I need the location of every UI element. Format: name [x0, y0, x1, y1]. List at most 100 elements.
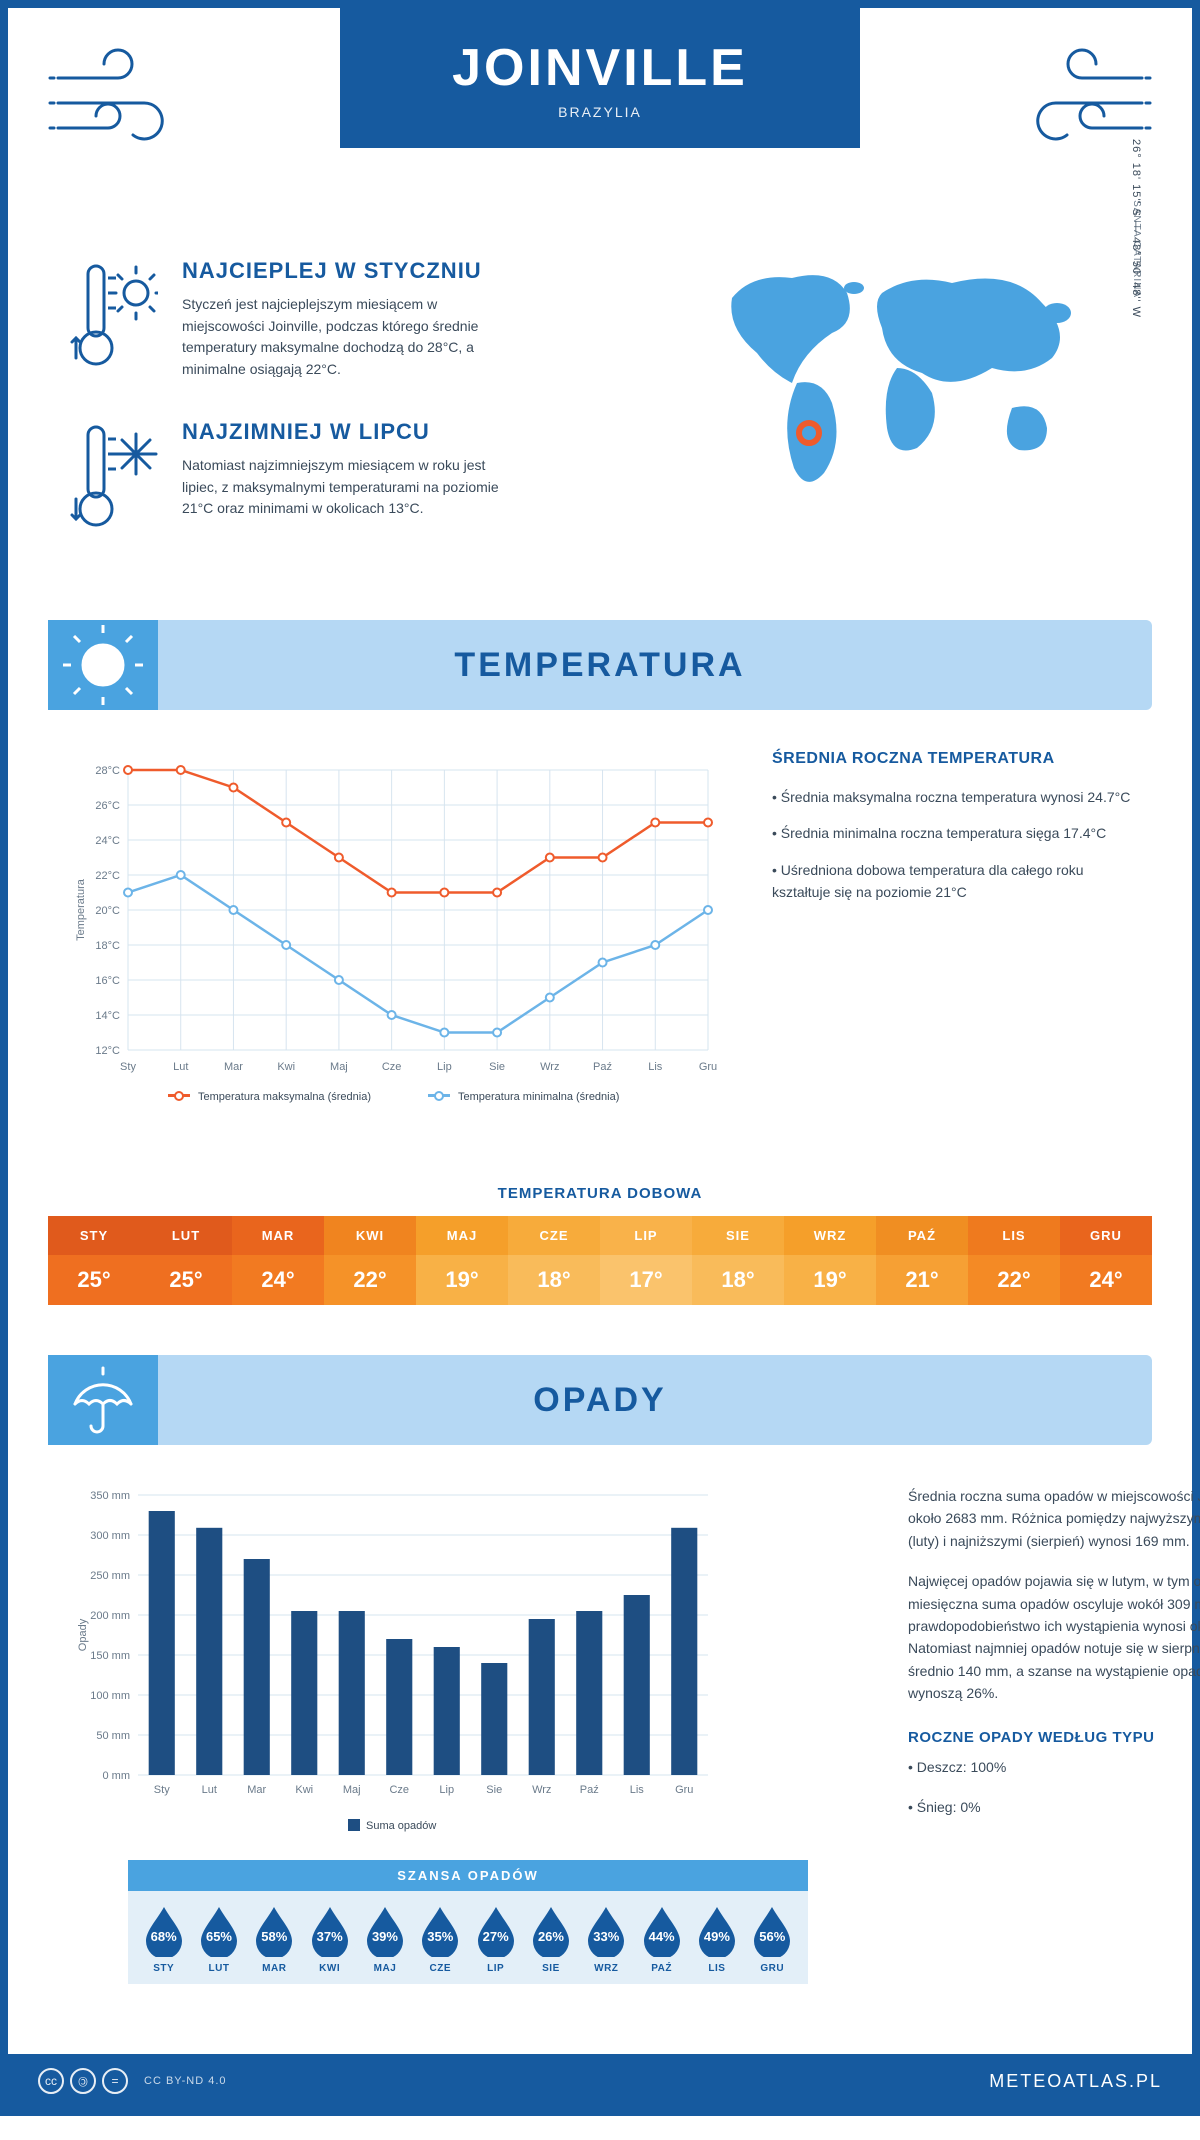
opady-type2: • Śnieg: 0%	[908, 1796, 1200, 1818]
dobowa-head-cell: MAJ	[416, 1216, 508, 1255]
umbrella-icon	[48, 1355, 158, 1445]
header: JOINVILLE BRAZYLIA	[8, 8, 1192, 228]
svg-text:Lis: Lis	[630, 1784, 645, 1796]
hot-text: Styczeń jest najcieplejszym miesiącem w …	[182, 294, 512, 381]
dobowa-head-cell: CZE	[508, 1216, 600, 1255]
title-banner: JOINVILLE BRAZYLIA	[340, 8, 860, 148]
svg-text:24°C: 24°C	[95, 835, 120, 847]
svg-text:Cze: Cze	[382, 1061, 402, 1073]
svg-text:Maj: Maj	[330, 1061, 348, 1073]
temp-summary-title: ŚREDNIA ROCZNA TEMPERATURA	[772, 750, 1132, 768]
section-header-opady: OPADY	[48, 1355, 1152, 1445]
svg-text:Lut: Lut	[202, 1784, 217, 1796]
section-title-opady: OPADY	[533, 1381, 666, 1420]
svg-text:20°C: 20°C	[95, 905, 120, 917]
svg-text:18°C: 18°C	[95, 940, 120, 952]
svg-text:Suma opadów: Suma opadów	[366, 1820, 436, 1832]
svg-text:Kwi: Kwi	[277, 1061, 295, 1073]
dobowa-head-cell: WRZ	[784, 1216, 876, 1255]
svg-text:Wrz: Wrz	[532, 1784, 551, 1796]
cold-fact: NAJZIMNIEJ W LIPCU Natomiast najzimniejs…	[68, 419, 662, 544]
szansa-cell: 39% MAJ	[357, 1905, 412, 1974]
brand: METEOATLAS.PL	[989, 2071, 1162, 2092]
svg-text:Sie: Sie	[489, 1061, 505, 1073]
svg-text:Lut: Lut	[173, 1061, 188, 1073]
dobowa-value-cell: 18°	[508, 1255, 600, 1305]
svg-text:Lip: Lip	[439, 1784, 454, 1796]
temperature-chart: 12°C14°C16°C18°C20°C22°C24°C26°C28°CStyL…	[68, 750, 732, 1135]
svg-text:150 mm: 150 mm	[90, 1650, 130, 1662]
dobowa-head-cell: SIE	[692, 1216, 784, 1255]
svg-text:Gru: Gru	[675, 1784, 693, 1796]
svg-text:Wrz: Wrz	[540, 1061, 559, 1073]
szansa-title: SZANSA OPADÓW	[128, 1860, 808, 1891]
svg-text:Maj: Maj	[343, 1784, 361, 1796]
dobowa-value-cell: 25°	[140, 1255, 232, 1305]
svg-text:Sty: Sty	[120, 1061, 136, 1073]
dobowa-table: STYLUTMARKWIMAJCZELIPSIEWRZPAŹLISGRU 25°…	[48, 1216, 1152, 1305]
svg-text:14°C: 14°C	[95, 1010, 120, 1022]
svg-text:Lip: Lip	[437, 1061, 452, 1073]
svg-text:Lis: Lis	[648, 1061, 663, 1073]
svg-text:Temperatura minimalna (średnia: Temperatura minimalna (średnia)	[458, 1091, 619, 1103]
by-icon: 🄯	[70, 2068, 96, 2094]
cc-text: CC BY-ND 4.0	[144, 2075, 227, 2087]
wind-icon-left	[48, 48, 188, 163]
cold-title: NAJZIMNIEJ W LIPCU	[182, 419, 512, 445]
svg-text:Paź: Paź	[593, 1061, 612, 1073]
szansa-cell: 37% KWI	[302, 1905, 357, 1974]
svg-text:100 mm: 100 mm	[90, 1690, 130, 1702]
dobowa-head-cell: LIS	[968, 1216, 1060, 1255]
dobowa-head-cell: LIP	[600, 1216, 692, 1255]
svg-text:26°C: 26°C	[95, 800, 120, 812]
svg-text:300 mm: 300 mm	[90, 1530, 130, 1542]
szansa-cell: 35% CZE	[413, 1905, 468, 1974]
intro: NAJCIEPLEJ W STYCZNIU Styczeń jest najci…	[8, 228, 1192, 620]
svg-text:Mar: Mar	[224, 1061, 243, 1073]
opady-chart: 0 mm50 mm100 mm150 mm200 mm250 mm300 mm3…	[68, 1485, 868, 1984]
svg-text:50 mm: 50 mm	[96, 1730, 130, 1742]
svg-text:350 mm: 350 mm	[90, 1490, 130, 1502]
szansa-panel: SZANSA OPADÓW 68% STY 65% LUT 58% MAR 37…	[128, 1860, 808, 1984]
dobowa-value-cell: 24°	[1060, 1255, 1152, 1305]
szansa-cell: 33% WRZ	[579, 1905, 634, 1974]
dobowa-head-cell: GRU	[1060, 1216, 1152, 1255]
szansa-cell: 44% PAŹ	[634, 1905, 689, 1974]
page: JOINVILLE BRAZYLIA	[0, 0, 1200, 2116]
svg-text:Mar: Mar	[247, 1784, 266, 1796]
svg-text:Cze: Cze	[389, 1784, 409, 1796]
section-title-temp: TEMPERATURA	[454, 646, 745, 685]
svg-text:Sty: Sty	[154, 1784, 170, 1796]
opady-p2: Najwięcej opadów pojawia się w lutym, w …	[908, 1570, 1200, 1704]
szansa-cell: 58% MAR	[247, 1905, 302, 1974]
svg-text:28°C: 28°C	[95, 765, 120, 777]
dobowa-value-cell: 24°	[232, 1255, 324, 1305]
dobowa-value-cell: 25°	[48, 1255, 140, 1305]
opady-type-title: ROCZNE OPADY WEDŁUG TYPU	[908, 1729, 1200, 1746]
svg-text:Kwi: Kwi	[295, 1784, 313, 1796]
temp-summary-p2: • Średnia minimalna roczna temperatura s…	[772, 822, 1132, 844]
opady-p1: Średnia roczna suma opadów w miejscowośc…	[908, 1485, 1200, 1552]
svg-text:22°C: 22°C	[95, 870, 120, 882]
szansa-cell: 68% STY	[136, 1905, 191, 1974]
city-title: JOINVILLE	[340, 38, 860, 98]
svg-text:0 mm: 0 mm	[103, 1770, 131, 1782]
section-header-temperatura: TEMPERATURA	[48, 620, 1152, 710]
dobowa-value-cell: 19°	[416, 1255, 508, 1305]
dobowa-value-cell: 22°	[324, 1255, 416, 1305]
svg-text:Sie: Sie	[486, 1784, 502, 1796]
dobowa-value-cell: 17°	[600, 1255, 692, 1305]
dobowa-head-cell: PAŹ	[876, 1216, 968, 1255]
world-map: SANTA CATARINA 26° 18' 15'' S — 48° 50' …	[702, 258, 1132, 580]
dobowa-value-cell: 22°	[968, 1255, 1060, 1305]
hot-fact: NAJCIEPLEJ W STYCZNIU Styczeń jest najci…	[68, 258, 662, 383]
svg-text:Opady: Opady	[77, 1618, 89, 1651]
dobowa-head-cell: MAR	[232, 1216, 324, 1255]
opady-summary: Średnia roczna suma opadów w miejscowośc…	[908, 1485, 1200, 1984]
temperature-block: 12°C14°C16°C18°C20°C22°C24°C26°C28°CStyL…	[8, 710, 1192, 1175]
szansa-cell: 26% SIE	[523, 1905, 578, 1974]
dobowa-value-cell: 18°	[692, 1255, 784, 1305]
szansa-cell: 65% LUT	[191, 1905, 246, 1974]
szansa-cell: 56% GRU	[745, 1905, 800, 1974]
footer: cc 🄯 = CC BY-ND 4.0 METEOATLAS.PL	[8, 2054, 1192, 2108]
